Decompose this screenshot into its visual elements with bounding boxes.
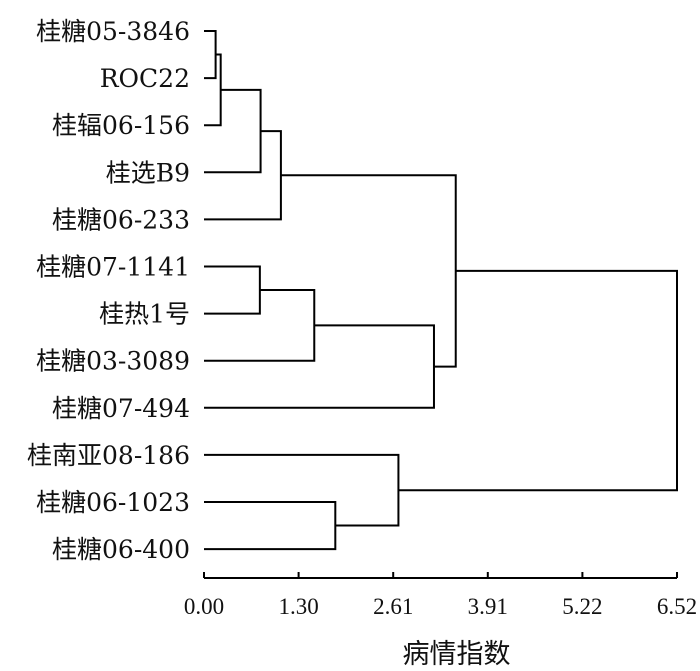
leaf-label: 桂热1号 xyxy=(99,300,190,329)
dendrogram-link-c11 xyxy=(398,269,678,492)
leaf-label: 桂糖07-1141 xyxy=(36,253,190,282)
x-tick-label: 0.00 xyxy=(184,594,224,619)
leaf-label: 桂南亚08-186 xyxy=(27,441,190,470)
leaf-label: 桂糖06-400 xyxy=(52,535,190,564)
leaf-label: 桂糖03-3089 xyxy=(36,347,190,376)
leaf-label: 桂糖05-3846 xyxy=(36,17,190,46)
x-tick-label: 1.30 xyxy=(278,594,318,619)
leaf-label: 桂选B9 xyxy=(106,158,190,187)
leaf-label: 桂糖06-1023 xyxy=(36,488,190,517)
leaf-label: 桂糖06-233 xyxy=(52,205,190,234)
leaf-label: 桂糖07-494 xyxy=(52,394,190,423)
leaf-labels: 桂糖05-3846 ROC22 桂辐06-156 桂选B9 桂糖06-233 桂糖07-1… xyxy=(27,17,190,564)
dendrogram-link-c4 xyxy=(204,130,282,221)
dendrogram-link-c8 xyxy=(280,174,457,368)
dendrogram-link-c3 xyxy=(204,88,262,174)
dendrogram-link-c5 xyxy=(204,265,261,315)
leaf-label: ROC22 xyxy=(100,64,190,93)
dendrogram-link-c2 xyxy=(204,53,222,127)
x-tick-label: 6.52 xyxy=(657,594,697,619)
dendrogram-link-c1 xyxy=(204,30,217,80)
x-axis-title: 病情指数 xyxy=(403,639,511,670)
x-axis-ticks: 0.00 1.30 2.61 3.91 5.22 6.52 xyxy=(184,572,697,619)
dendrogram-link-c7 xyxy=(204,324,435,409)
x-tick-label: 5.22 xyxy=(562,594,602,619)
leaf-label: 桂辐06-156 xyxy=(52,111,190,140)
x-tick-label: 2.61 xyxy=(373,594,413,619)
dendrogram-link-c10 xyxy=(204,453,400,527)
x-tick-label: 3.91 xyxy=(468,594,508,619)
dendrogram-links xyxy=(204,30,678,551)
dendrogram-link-c9 xyxy=(204,501,337,551)
